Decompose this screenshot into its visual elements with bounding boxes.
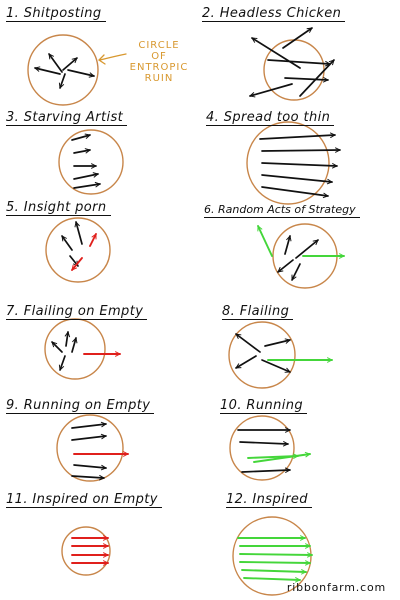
panel-5-arrow [71, 257, 83, 271]
panel-6-arrow [291, 263, 301, 280]
panel-3-arrow [73, 150, 90, 154]
panel-12-arrow [239, 562, 311, 563]
panel-10-arrow [253, 454, 310, 463]
panel-8-title: 8. Flailing [222, 304, 294, 320]
panel-10-title: 10. Running [220, 398, 308, 414]
panel-2-circle [263, 39, 325, 101]
panel-8-arrow [264, 340, 290, 347]
panel-1-arrow [60, 73, 66, 88]
panel-4-circle [246, 121, 330, 205]
panel-7-arrow [60, 355, 66, 370]
panel-6-arrow [295, 239, 319, 259]
panel-3-arrow [73, 184, 100, 189]
credit-text: ribbonfarm.com [286, 581, 386, 594]
annotation-line: OF [151, 51, 167, 62]
panel-1-circle [27, 34, 99, 106]
panel-6-arrow [284, 236, 290, 255]
panel-9-arrow [73, 464, 106, 468]
panel-1-title: 1. Shitposting [6, 6, 106, 22]
panel-2-arrow [299, 59, 335, 97]
panel-3-arrow [73, 174, 98, 180]
annotation-line: CIRCLE [138, 40, 180, 51]
panel-2-arrow [267, 59, 331, 64]
panel-4-arrow [261, 150, 341, 151]
panel-1-arrow [67, 69, 94, 76]
panel-5-arrow [61, 236, 73, 251]
panel-2-arrow [284, 78, 329, 80]
panel-8-arrow [261, 359, 290, 373]
panel-8-circle [228, 321, 296, 389]
panel-10-arrow [239, 442, 289, 444]
panel-4-arrow [261, 162, 338, 166]
panel-2-arrow [252, 37, 301, 69]
annotation-line: RUIN [144, 73, 174, 84]
panel-3-circle [58, 129, 124, 195]
panel-9-arrow [71, 436, 106, 441]
panel-6-arrow [277, 259, 294, 273]
panel-11-title: 11. Inspired on Empty [6, 492, 162, 508]
annotation-line: ENTROPIC [129, 62, 189, 73]
panel-2-title: 2. Headless Chicken [202, 6, 346, 22]
panel-1-arrow [48, 54, 63, 73]
panel-5-circle [45, 217, 111, 283]
panel-12-arrow [239, 554, 313, 555]
panel-7-arrow [51, 341, 63, 353]
panel-3-arrow [71, 135, 90, 141]
panel-4-arrow [259, 135, 336, 140]
panel-12-title: 12. Inspired [226, 492, 312, 508]
panel-10-arrow [241, 470, 291, 472]
panel-5-title: 5. Insight porn [6, 200, 111, 216]
panel-7-title: 7. Flailing on Empty [6, 304, 148, 320]
panel-2-arrow [282, 27, 312, 49]
panel-5-arrow [76, 222, 83, 245]
panel-12-arrow [241, 570, 307, 572]
panel-6-title: 6. Random Acts of Strategy [204, 202, 360, 218]
panel-9-arrow [71, 424, 106, 429]
panel-2-arrow [250, 83, 293, 96]
panel-7-circle [44, 318, 106, 380]
panel-7-arrow [66, 332, 68, 347]
annotation-pointer [97, 53, 127, 65]
panel-4-arrow [261, 186, 328, 196]
panel-4-title: 4. Spread too thin [206, 110, 335, 126]
panel-9-circle [56, 414, 124, 482]
panel-7-arrow [71, 338, 76, 353]
panel-12-arrow [243, 578, 301, 580]
panel-4-arrow [261, 174, 332, 182]
panel-3-title: 3. Starving Artist [6, 110, 128, 126]
circle-annotation: CIRCLE OF ENTROPIC RUIN [124, 40, 194, 84]
panel-5-arrow [89, 234, 97, 247]
panel-1-arrow [62, 57, 78, 71]
panel-10-circle [229, 415, 295, 481]
panel-8-arrow [236, 355, 257, 369]
panel-6-arrow [257, 226, 273, 257]
panel-8-arrow [236, 333, 261, 353]
panel-11-circle [61, 526, 111, 576]
panel-9-arrow [71, 476, 105, 478]
panel-9-title: 9. Running on Empty [6, 398, 155, 414]
panel-1-arrow [35, 68, 61, 75]
